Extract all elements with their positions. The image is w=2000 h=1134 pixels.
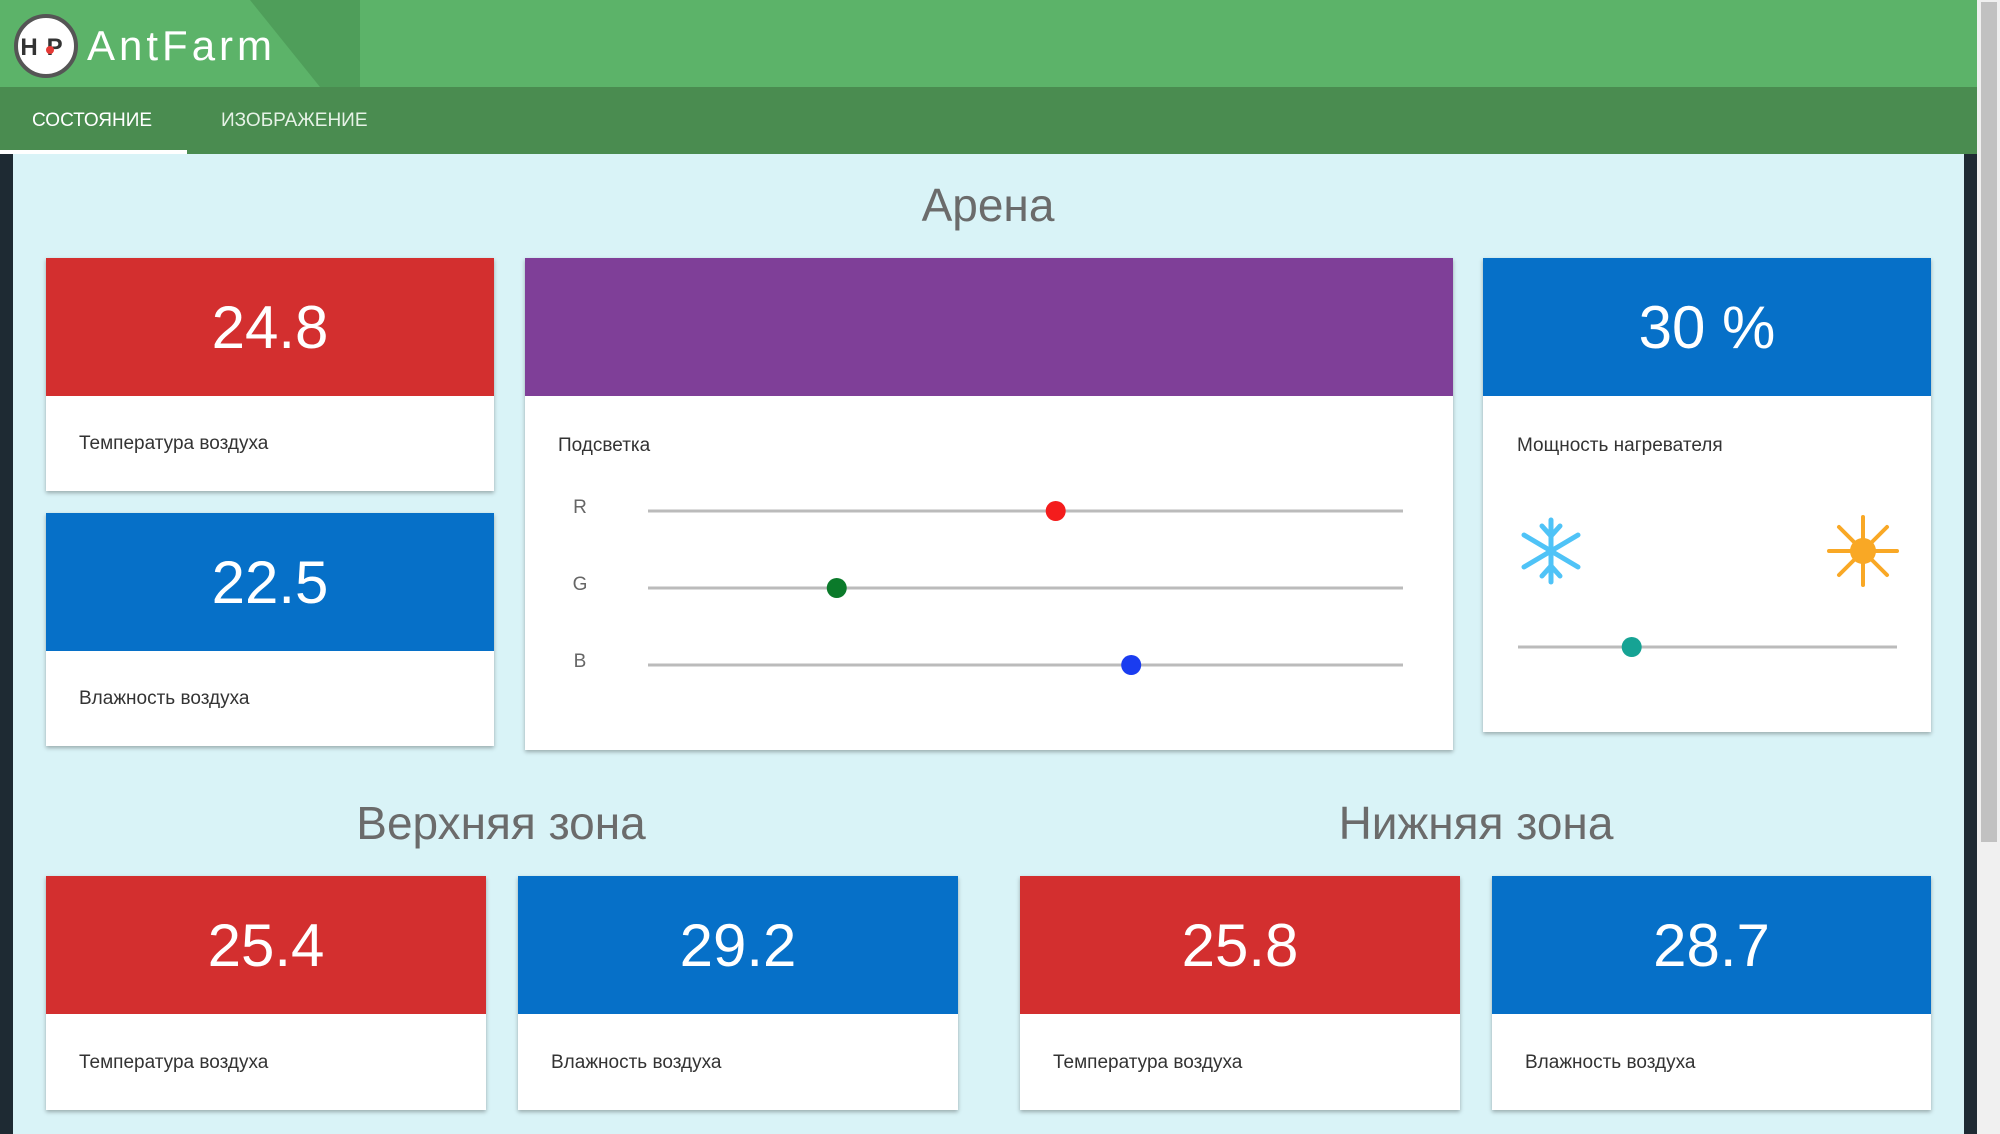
cold-icon bbox=[1521, 517, 1581, 585]
humidity-value: 29.2 bbox=[518, 876, 958, 1014]
channel-label: R bbox=[573, 497, 587, 518]
humidity-value: 28.7 bbox=[1492, 876, 1931, 1014]
card-label: Температура воздуха bbox=[79, 433, 269, 454]
slider-thumb[interactable] bbox=[1621, 637, 1642, 657]
tab[interactable]: СОСТОЯНИЕ bbox=[32, 110, 153, 131]
section-title: Арена bbox=[921, 179, 1055, 231]
heater-controls bbox=[1518, 515, 1899, 657]
humidity-value: 22.5 bbox=[46, 513, 494, 651]
temperature-card: 25.8 Температура воздуха bbox=[1020, 876, 1460, 1110]
card-label: Влажность воздуха bbox=[79, 688, 250, 709]
temperature-card: 25.4 Температура воздуха bbox=[46, 876, 486, 1110]
rgb-sliders: R G B bbox=[573, 497, 1403, 675]
section-title: Нижняя зона bbox=[1338, 797, 1614, 849]
scrollbar-thumb[interactable] bbox=[1981, 2, 1997, 842]
temperature-value: 25.4 bbox=[46, 876, 486, 1014]
temperature-card: 24.8 Температура воздуха bbox=[46, 258, 494, 491]
temperature-value: 24.8 bbox=[46, 258, 494, 396]
logo bbox=[14, 14, 78, 78]
humidity-card: 28.7 Влажность воздуха bbox=[1492, 876, 1931, 1110]
card-label: Мощность нагревателя bbox=[1517, 435, 1723, 456]
card-label: Температура воздуха bbox=[1053, 1052, 1243, 1073]
humidity-card: 22.5 Влажность воздуха bbox=[46, 513, 494, 746]
logo-area: HP AntFarm bbox=[14, 0, 360, 87]
app-title: AntFarm bbox=[87, 22, 276, 69]
tab-bar bbox=[0, 87, 1977, 154]
temperature-value: 25.8 bbox=[1020, 876, 1460, 1014]
slider-thumb[interactable] bbox=[1045, 501, 1066, 521]
logo-heart bbox=[46, 46, 54, 54]
heat-icon bbox=[1827, 515, 1899, 587]
humidity-card: 29.2 Влажность воздуха bbox=[518, 876, 958, 1110]
slider-thumb[interactable] bbox=[1121, 655, 1142, 675]
header-decoration bbox=[250, 0, 360, 87]
card-label: Температура воздуха bbox=[79, 1052, 269, 1073]
card-label: Влажность воздуха bbox=[551, 1052, 722, 1073]
card-label: Влажность воздуха bbox=[1525, 1052, 1696, 1073]
tab[interactable]: ИЗОБРАЖЕНИЕ bbox=[221, 110, 368, 131]
channel-label: B bbox=[574, 651, 587, 672]
channel-label: G bbox=[573, 574, 588, 595]
heater-value: 30 % bbox=[1483, 258, 1931, 396]
tab-indicator bbox=[0, 150, 187, 154]
card-label: Подсветка bbox=[558, 435, 651, 456]
section-title: Верхняя зона bbox=[356, 797, 646, 849]
heater-card: 30 % Мощность нагревателя bbox=[1483, 258, 1931, 732]
slider-thumb[interactable] bbox=[826, 578, 847, 598]
lighting-preview bbox=[525, 258, 1453, 396]
logo-text: HP bbox=[20, 34, 71, 61]
lighting-card: Подсветка R G B bbox=[525, 258, 1453, 750]
